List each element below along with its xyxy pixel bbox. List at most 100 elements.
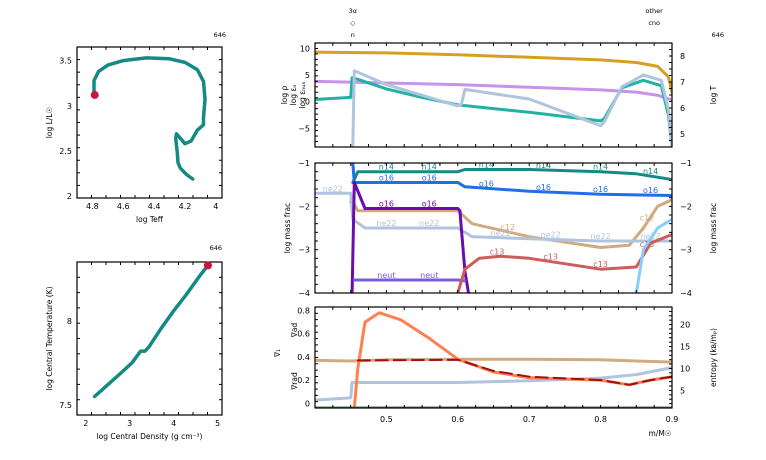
abundance-line-n14 [351,168,672,184]
x-axis-label: log Central Density (g cm⁻³) [97,432,203,441]
x-tick-label: 5 [215,419,220,428]
x-tick-label: 4 [213,202,218,211]
y-tick-label: 2 [67,192,72,201]
abundance-label-c16: o16 [422,200,437,209]
burning-zone-annotation: n [351,31,355,39]
x-tick-label: 0.7 [523,415,536,424]
abundance-line-c13 [456,233,672,293]
abundance-label-n14: n14 [593,163,608,172]
center-track-line [92,263,210,399]
current-model-marker [90,90,99,99]
y-tick-label: 5 [305,71,310,80]
x-axis-label: m/M☉ [648,429,671,438]
y2-tick-label: 15 [680,343,690,352]
y-tick-label: −5 [298,124,310,133]
abundance-label-ne22: ne22 [491,229,511,238]
abundance-line-neut [352,278,467,283]
abundance-label-n14: n14 [643,167,658,176]
abundance-label-n14: n14 [479,161,494,170]
abundance-label-c16: o16 [379,200,394,209]
y-tick-label: 0.4 [297,353,310,362]
y-axis-label-0: log ρ [280,85,289,104]
y2-tick-label: −4 [680,289,692,298]
y-axis-label-1: log εₙ [289,85,298,106]
y-tick-label: 7.5 [59,401,72,410]
y-axis-label-2: ∇rad [290,372,299,391]
y-tick-label: 0.6 [297,330,310,339]
y-axis-label: log L/L☉ [45,107,54,138]
y2-tick-label: 7 [680,78,685,87]
abundance-line-c12 [349,198,672,249]
abundance-line-o16b [634,217,672,293]
abundance-label-c13: c13 [490,248,505,257]
abundance-label-c13: c13 [543,253,558,262]
y-tick-label: 0 [305,399,310,408]
y-axis-label-2: log εₙᵤₓ [298,81,307,108]
abundance-label-n14: n14 [379,163,394,172]
y2-tick-label: −1 [680,159,692,168]
hr-track-line [92,56,207,181]
x-tick-label: 2 [83,419,88,428]
y-tick-label: −3 [298,246,310,255]
abundance-label-o16: o16 [479,179,494,188]
series-line-log-rho [315,79,672,102]
y-tick-label: 0 [305,98,310,107]
bot-plot-frame [314,306,673,409]
abundance-label-c12: c12 [500,223,515,232]
x-tick-label: 4.2 [179,202,192,211]
y-tick-label: 3 [67,102,72,111]
burning-zone-annotation: ◇ [350,19,355,27]
bot-series-group [315,311,672,408]
abundance-label-n14: n14 [422,163,437,172]
x-tick-label: 4.8 [86,202,99,211]
y2-axis-label: log mass frac [709,203,718,253]
abundance-label-c12: c12 [640,214,655,223]
abundance-line-o16 [351,163,672,197]
y-tick-label: 8 [67,317,72,326]
y2-tick-label: 5 [680,130,685,139]
model-number-label: 646 [712,31,724,39]
y-tick-label: 2.5 [59,147,72,156]
y-tick-label: −4 [298,289,310,298]
abundance-label-o16: o16 [593,185,608,194]
y-axis-label: log Central Temperature (K) [45,286,54,390]
x-tick-label: 3 [127,419,132,428]
burning-zone-annotation: cno [648,19,660,27]
x-tick-label: 4 [171,419,176,428]
x-tick-label: 0.9 [666,415,679,424]
y-axis-label-1: ∇₁ [273,349,282,358]
x-tick-label: 4.6 [117,202,130,211]
y-tick-label: −1 [298,159,310,168]
gradient-line-grad_T [356,358,672,386]
y2-tick-label: 5 [680,386,685,395]
y-tick-label: 0.8 [297,306,310,315]
abundance-label-n14: n14 [536,161,551,170]
abundance-label-o16: o16 [643,186,658,195]
mid-series-group: n14 n14 n14 n14 n14 n14 o16 o16 o16 o16 o16 o16 c12 c… [315,161,672,293]
abundance-label-o16: o16 [536,183,551,192]
y2-tick-label: 10 [680,364,690,373]
x-tick-label: 0.8 [594,415,607,424]
series-line-log-eps_nu [351,69,672,147]
abundance-label-ne22: ne22 [376,219,396,228]
gradient-line-grad_ad [315,357,672,364]
series-line-log-T [315,50,672,94]
abundance-label-ne22: ne22 [591,232,611,241]
model-number-label: 646 [214,31,226,39]
x-axis-label: log Teff [136,215,164,224]
x-tick-label: 0.5 [380,415,393,424]
current-model-marker [203,261,212,270]
y2-tick-label: −2 [680,202,692,211]
y2-tick-label: −3 [680,246,692,255]
y2-tick-label: 20 [680,321,690,330]
abundance-label-o16: o16 [379,174,394,183]
model-number-label: 646 [210,244,222,252]
y-tick-label: −2 [298,202,310,211]
y2-axis-label: log T [709,85,718,104]
x-tick-label: 0.6 [451,415,464,424]
x-tick-label: 4.4 [148,202,161,211]
abundance-label-o16: o16 [422,174,437,183]
y-axis-label-0: ∇ad [290,323,299,339]
y-axis-label: log mass frac [283,203,292,253]
